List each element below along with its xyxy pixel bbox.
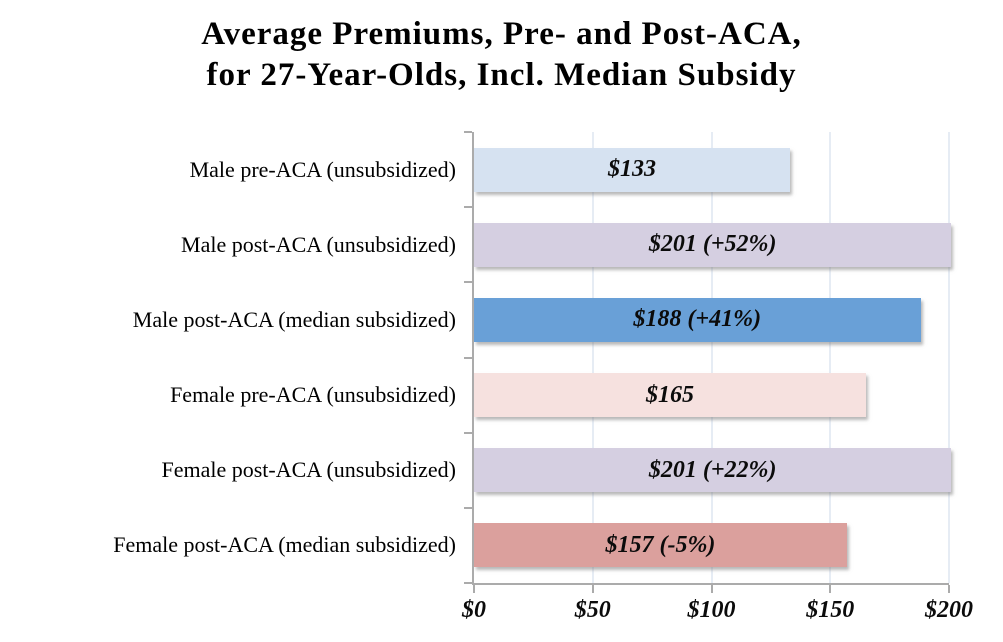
y-axis-line (472, 132, 474, 583)
bar-female-post-aca-unsubsidized: $201 (+22%) (474, 448, 952, 493)
y-axis-tick-3 (464, 356, 472, 359)
y-axis-tick-2 (464, 281, 472, 284)
bar-female-pre-aca-unsubsidized: $165 (474, 373, 866, 418)
x-tick-label-200: $200 (925, 597, 973, 623)
x-axis-tick-100 (710, 585, 713, 593)
chart-title: Average Premiums, Pre- and Post-ACA, for… (0, 14, 1003, 96)
chart-title-line-2: for 27-Year-Olds, Incl. Median Subsidy (206, 57, 797, 93)
x-tick-label-150: $150 (806, 597, 855, 623)
bar-value-label: $201 (+52%) (648, 231, 777, 258)
x-axis-tick-150 (829, 585, 832, 593)
bar-male-post-aca-unsubsidized: $201 (+52%) (474, 222, 952, 267)
x-tick-label-100: $100 (687, 597, 736, 623)
plot-area: $133 $201 (+52%) $188 (+41%) $165 $201 (… (464, 131, 952, 593)
x-tick-label-50: $50 (574, 597, 611, 623)
y-axis-tick-0 (464, 131, 472, 133)
gridline-50 (591, 132, 594, 583)
y-axis-tick-4 (464, 431, 472, 434)
bar-male-post-aca-median-subsidized: $188 (+41%) (474, 297, 921, 342)
category-label-male-pre-aca-unsubsidized: Male pre-ACA (unsubsidized) (189, 156, 456, 182)
bar-value-label: $157 (-5%) (605, 531, 716, 558)
x-axis-tick-200 (948, 585, 950, 593)
y-axis-tick-1 (464, 206, 472, 209)
gridline-100 (710, 132, 713, 583)
y-axis-tick-5 (464, 506, 472, 509)
gridline-150 (829, 132, 832, 583)
gridline-200 (948, 132, 950, 583)
bar-male-pre-aca-unsubsidized: $133 (474, 147, 790, 192)
x-axis-tick-0 (473, 585, 475, 593)
chart-title-line-1: Average Premiums, Pre- and Post-ACA, (201, 16, 802, 52)
x-tick-label-0: $0 (462, 597, 486, 623)
category-label-male-post-aca-unsubsidized: Male post-ACA (unsubsidized) (181, 231, 456, 257)
x-axis-tick-50 (591, 585, 594, 593)
category-label-female-pre-aca-unsubsidized: Female pre-ACA (unsubsidized) (170, 382, 456, 408)
bar-female-post-aca-median-subsidized: $157 (-5%) (474, 523, 847, 568)
x-axis-line (472, 583, 949, 585)
bar-value-label: $165 (645, 381, 694, 408)
y-axis-tick-6 (464, 582, 472, 584)
category-label-male-post-aca-median-subsidized: Male post-ACA (median subsidized) (132, 306, 456, 332)
category-label-female-post-aca-unsubsidized: Female post-ACA (unsubsidized) (161, 457, 456, 483)
bar-value-label: $188 (+41%) (633, 306, 762, 333)
category-label-female-post-aca-median-subsidized: Female post-ACA (median subsidized) (113, 532, 456, 558)
bar-value-label: $201 (+22%) (648, 456, 777, 483)
bar-value-label: $133 (607, 156, 656, 183)
